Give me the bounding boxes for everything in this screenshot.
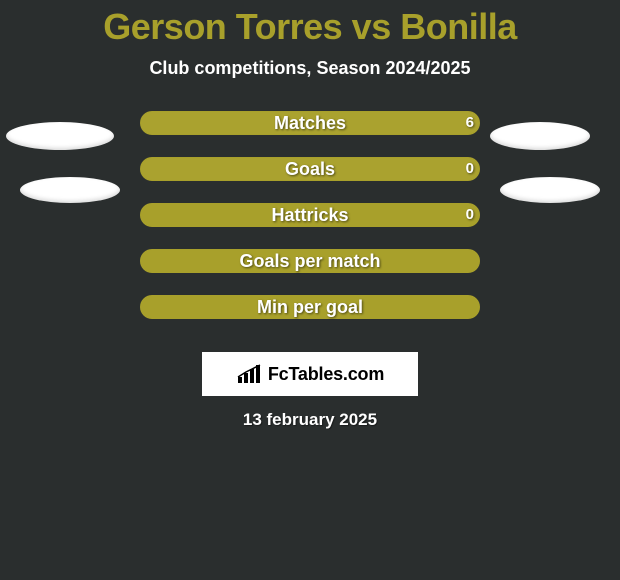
page-title: Gerson Torres vs Bonilla bbox=[0, 0, 620, 48]
source-logo: FcTables.com bbox=[202, 352, 418, 396]
player-ellipse-left bbox=[6, 122, 114, 150]
stat-row: Min per goal bbox=[0, 295, 620, 341]
player-ellipse-right bbox=[490, 122, 590, 150]
stat-bar-bg bbox=[140, 157, 480, 181]
player-ellipse-left bbox=[20, 177, 120, 203]
subtitle: Club competitions, Season 2024/2025 bbox=[0, 58, 620, 79]
stat-bar-fill bbox=[141, 112, 479, 134]
stat-row: Goals per match bbox=[0, 249, 620, 295]
snapshot-date: 13 february 2025 bbox=[0, 410, 620, 430]
stat-bar-fill bbox=[141, 158, 479, 180]
stat-bar-bg bbox=[140, 295, 480, 319]
player-ellipse-right bbox=[500, 177, 600, 203]
stat-bar-bg bbox=[140, 249, 480, 273]
stat-bar-bg bbox=[140, 203, 480, 227]
comparison-infographic: Gerson Torres vs Bonilla Club competitio… bbox=[0, 0, 620, 580]
stat-bar-bg bbox=[140, 111, 480, 135]
stat-row: Hattricks 0 bbox=[0, 203, 620, 249]
logo-text: FcTables.com bbox=[268, 364, 384, 385]
bars-icon bbox=[236, 363, 264, 385]
